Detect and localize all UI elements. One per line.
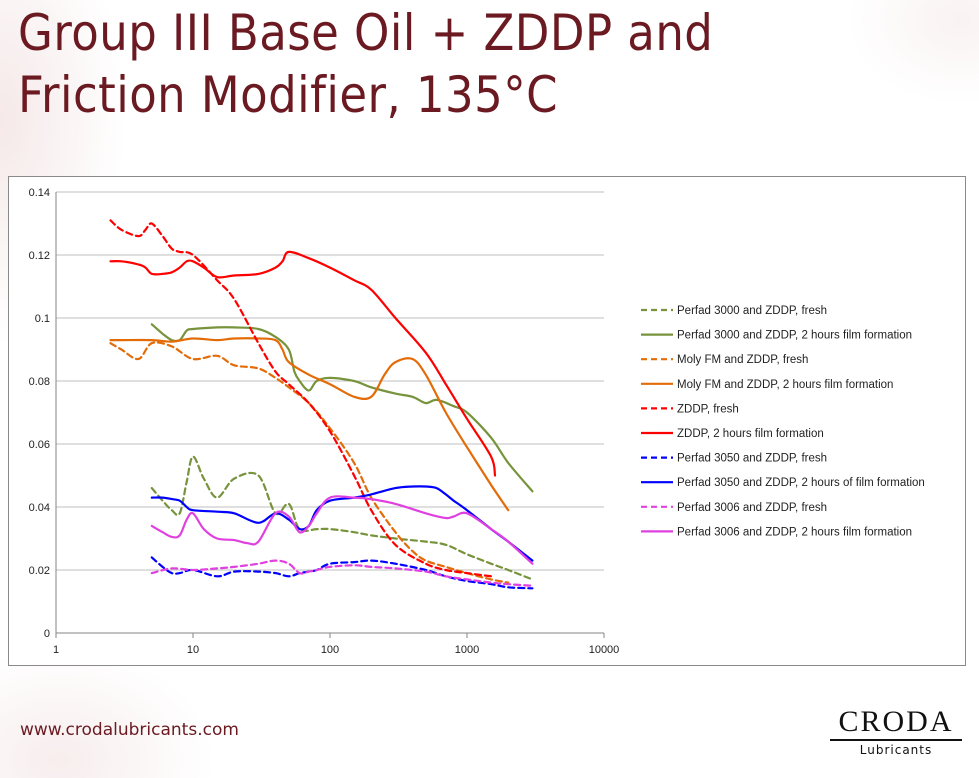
legend-label: Perfad 3006 and ZDDP, 2 hours film forma…	[677, 526, 912, 538]
legend-label: Perfad 3050 and ZDDP, 2 hours of film fo…	[677, 477, 925, 489]
x-tick-label: 1000	[455, 644, 479, 656]
legend-label: ZDDP, fresh	[677, 403, 739, 415]
slide-title: Group III Base Oil + ZDDP and Friction M…	[18, 4, 714, 124]
legend-label: Moly FM and ZDDP, 2 hours film formation	[677, 379, 893, 391]
y-tick-label: 0.08	[29, 376, 50, 388]
series-line-6	[109, 250, 497, 477]
series-line-1	[150, 455, 534, 581]
series-line-9	[150, 559, 534, 587]
legend-label: Perfad 3000 and ZDDP, 2 hours film forma…	[677, 330, 912, 342]
logo-name: CRODA	[838, 705, 954, 738]
series-line-8	[150, 485, 534, 562]
y-tick-label: 0	[44, 628, 50, 640]
y-tick-label: 0.12	[29, 250, 50, 262]
x-tick-label: 1	[53, 644, 59, 656]
x-tick-label: 10	[187, 644, 199, 656]
series-line-2	[150, 323, 534, 493]
series-line-3	[109, 341, 510, 584]
series-line-5	[109, 219, 493, 578]
legend-label: ZDDP, 2 hours film formation	[677, 428, 824, 440]
series-line-10	[150, 495, 534, 565]
y-tick-label: 0.06	[29, 439, 50, 451]
logo-subtitle: Lubricants	[859, 743, 933, 757]
x-tick-label: 10000	[589, 644, 620, 656]
series-line-7	[150, 556, 534, 590]
legend-label: Moly FM and ZDDP, fresh	[677, 354, 808, 366]
legend-label: Perfad 3000 and ZDDP, fresh	[677, 305, 827, 317]
y-tick-label: 0.02	[29, 565, 50, 577]
chart-frame: 0 0.02 0.04 0.06 0.08 0.1 0.12 0.14 1 10 100 1000 10…	[8, 176, 966, 666]
footer-url[interactable]: www.crodalubricants.com	[20, 720, 239, 740]
logo-rule	[830, 739, 962, 741]
y-tick-label: 0.1	[35, 313, 50, 325]
y-tick-label: 0.14	[29, 187, 50, 199]
line-chart: 0 0.02 0.04 0.06 0.08 0.1 0.12 0.14 1 10 100 1000 10…	[29, 187, 925, 656]
legend-label: Perfad 3050 and ZDDP, fresh	[677, 453, 827, 465]
y-tick-label: 0.04	[29, 502, 50, 514]
croda-logo: CRODA Lubricants	[826, 706, 966, 757]
legend-label: Perfad 3006 and ZDDP, fresh	[677, 502, 827, 514]
x-tick-label: 100	[321, 644, 339, 656]
series-line-4	[109, 337, 510, 512]
